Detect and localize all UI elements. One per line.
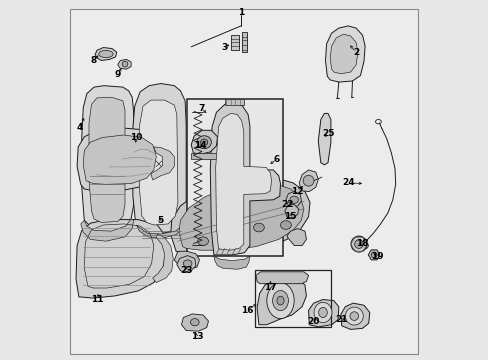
Polygon shape xyxy=(256,272,308,284)
Bar xyxy=(241,32,246,52)
Polygon shape xyxy=(286,229,306,246)
Polygon shape xyxy=(179,183,303,250)
Ellipse shape xyxy=(345,307,363,325)
Text: 22: 22 xyxy=(281,200,293,209)
Ellipse shape xyxy=(253,223,264,232)
Ellipse shape xyxy=(289,196,298,203)
Text: 25: 25 xyxy=(321,129,334,138)
Text: 21: 21 xyxy=(335,315,347,324)
Polygon shape xyxy=(340,303,369,329)
Text: 20: 20 xyxy=(307,317,319,325)
Bar xyxy=(254,270,330,327)
Polygon shape xyxy=(329,34,357,74)
Text: 7: 7 xyxy=(198,104,204,112)
Polygon shape xyxy=(136,221,186,238)
Text: 15: 15 xyxy=(284,212,296,221)
Ellipse shape xyxy=(280,221,291,229)
Text: 23: 23 xyxy=(180,266,192,275)
Polygon shape xyxy=(81,219,133,241)
Polygon shape xyxy=(308,300,338,327)
Text: 9: 9 xyxy=(114,70,121,79)
Ellipse shape xyxy=(200,139,207,145)
Ellipse shape xyxy=(370,252,376,258)
Text: 12: 12 xyxy=(291,187,304,196)
Ellipse shape xyxy=(354,240,363,248)
Polygon shape xyxy=(285,192,301,207)
Polygon shape xyxy=(151,147,174,180)
Bar xyxy=(191,153,217,159)
Text: 19: 19 xyxy=(370,252,383,261)
Text: 14: 14 xyxy=(194,141,206,150)
Polygon shape xyxy=(118,59,131,69)
Polygon shape xyxy=(191,130,217,154)
Ellipse shape xyxy=(190,319,199,326)
Polygon shape xyxy=(83,135,156,184)
Ellipse shape xyxy=(266,283,294,319)
Polygon shape xyxy=(170,177,309,255)
Polygon shape xyxy=(139,100,178,225)
Polygon shape xyxy=(95,48,117,60)
Ellipse shape xyxy=(99,50,113,58)
Ellipse shape xyxy=(350,236,366,252)
Text: 10: 10 xyxy=(129,133,142,142)
Polygon shape xyxy=(174,251,199,269)
Text: 17: 17 xyxy=(264,283,276,292)
Polygon shape xyxy=(215,113,271,250)
Ellipse shape xyxy=(359,242,367,249)
Text: 8: 8 xyxy=(91,55,97,65)
Polygon shape xyxy=(76,220,166,298)
Polygon shape xyxy=(325,26,365,82)
Text: 6: 6 xyxy=(273,154,280,163)
Polygon shape xyxy=(81,86,133,230)
Polygon shape xyxy=(177,256,196,272)
Ellipse shape xyxy=(313,302,331,323)
Text: 13: 13 xyxy=(190,332,203,341)
Ellipse shape xyxy=(225,229,236,238)
Ellipse shape xyxy=(183,260,192,267)
Ellipse shape xyxy=(197,136,211,149)
Polygon shape xyxy=(299,170,318,192)
Ellipse shape xyxy=(122,61,127,67)
Polygon shape xyxy=(213,256,249,269)
Ellipse shape xyxy=(318,307,326,318)
Polygon shape xyxy=(152,234,173,283)
Polygon shape xyxy=(210,103,280,255)
Text: 1: 1 xyxy=(237,8,244,17)
Text: 3: 3 xyxy=(221,43,227,52)
Text: 18: 18 xyxy=(356,238,368,248)
Text: 11: 11 xyxy=(91,295,103,304)
Ellipse shape xyxy=(197,237,208,246)
Text: 24: 24 xyxy=(341,178,354,187)
Ellipse shape xyxy=(272,291,288,311)
Ellipse shape xyxy=(349,312,358,320)
Polygon shape xyxy=(367,250,379,260)
Polygon shape xyxy=(284,204,298,218)
Polygon shape xyxy=(132,84,186,234)
Text: 2: 2 xyxy=(352,48,359,57)
Bar xyxy=(230,35,238,50)
Bar xyxy=(224,99,244,105)
Ellipse shape xyxy=(276,296,284,305)
Polygon shape xyxy=(318,113,330,165)
Bar xyxy=(186,99,283,256)
Polygon shape xyxy=(181,314,208,331)
Text: 4: 4 xyxy=(76,123,82,132)
Text: 16: 16 xyxy=(241,306,253,315)
Ellipse shape xyxy=(303,175,313,186)
Polygon shape xyxy=(89,97,125,222)
Text: 5: 5 xyxy=(157,216,163,225)
Polygon shape xyxy=(257,275,306,325)
Polygon shape xyxy=(77,128,162,191)
